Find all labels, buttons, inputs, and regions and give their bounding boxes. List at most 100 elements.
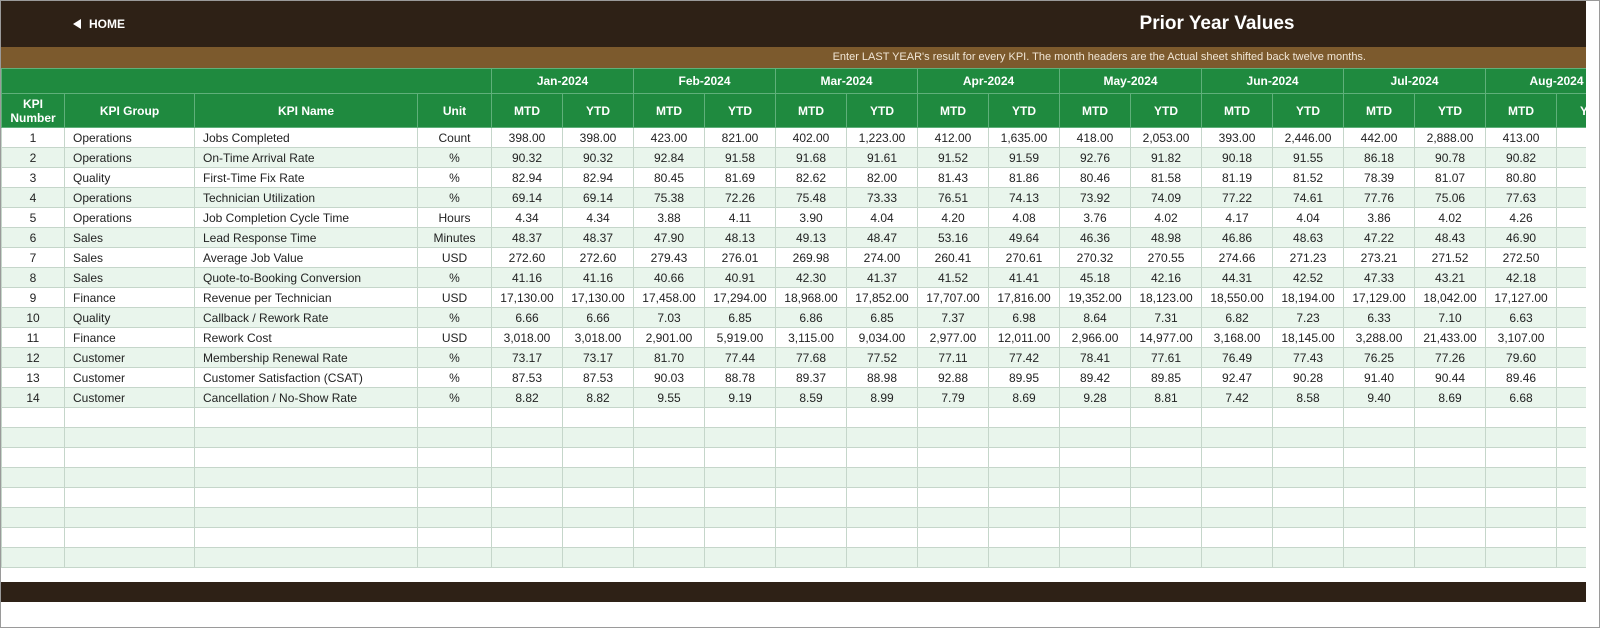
cell: 9: [1, 287, 65, 308]
empty-cell: [1343, 467, 1416, 488]
cell: 40.91: [704, 267, 776, 288]
empty-cell: [704, 487, 776, 508]
cell: 74.09: [1130, 187, 1203, 208]
cell: 1: [1, 127, 65, 148]
cell: Operations: [64, 187, 195, 208]
sub-header: YTD: [1556, 93, 1586, 128]
empty-cell: [417, 447, 492, 468]
empty-cell: [1272, 487, 1345, 508]
cell: 86.18: [1343, 147, 1416, 168]
cell: 73.17: [562, 347, 634, 368]
empty-cell: [633, 507, 705, 528]
cell: 81.19: [1201, 167, 1274, 188]
empty-cell: [1414, 527, 1487, 548]
empty-cell: [64, 427, 195, 448]
cell: 91.40: [1343, 367, 1416, 388]
empty-cell: [1556, 387, 1586, 408]
cell: 4.02: [1130, 207, 1203, 228]
empty-cell: [417, 547, 492, 568]
empty-cell: [1130, 527, 1203, 548]
cell: 3,288.00: [1343, 327, 1416, 348]
cell: 82.94: [562, 167, 634, 188]
cell: 74.61: [1272, 187, 1345, 208]
cell: 8: [1, 267, 65, 288]
cell: 48.37: [562, 227, 634, 248]
empty-cell: [562, 487, 634, 508]
cell: 8.82: [562, 387, 634, 408]
cell: 393.00: [1201, 127, 1274, 148]
cell: 9.19: [704, 387, 776, 408]
empty-cell: [1201, 527, 1274, 548]
cell: 8.64: [1059, 307, 1132, 328]
cell: 47.22: [1343, 227, 1416, 248]
column-header: KPI Number: [1, 93, 65, 128]
empty-cell: [846, 527, 918, 548]
cell: 47.90: [633, 227, 705, 248]
empty-cell: [1201, 547, 1274, 568]
sub-header: MTD: [1201, 93, 1274, 128]
cell: 5,919.00: [704, 327, 776, 348]
cell: Membership Renewal Rate: [194, 347, 418, 368]
cell: 90.78: [1414, 147, 1487, 168]
cell: 41.52: [917, 267, 989, 288]
empty-cell: [633, 467, 705, 488]
cell: 82.94: [491, 167, 563, 188]
empty-cell: [1556, 127, 1586, 148]
month-header: Jun-2024: [1201, 68, 1345, 94]
cell: 80.45: [633, 167, 705, 188]
cell: 6: [1, 227, 65, 248]
home-label[interactable]: HOME: [89, 17, 125, 31]
cell: 2: [1, 147, 65, 168]
cell: First-Time Fix Rate: [194, 167, 418, 188]
sub-header: YTD: [562, 93, 634, 128]
cell: 81.52: [1272, 167, 1345, 188]
cell: 3.76: [1059, 207, 1132, 228]
cell: 75.38: [633, 187, 705, 208]
empty-cell: [987, 547, 1061, 568]
kpi-row: 13 Customer Customer Satisfaction (CSAT)% 8…: [1, 367, 1586, 388]
empty-cell: [1485, 427, 1558, 448]
empty-cell: [417, 467, 492, 488]
cell: 44.31: [1201, 267, 1274, 288]
cell: 1,223.00: [846, 127, 918, 148]
empty-cell: [1272, 547, 1345, 568]
empty-cell: [1556, 447, 1586, 468]
empty-cell: [1, 467, 65, 488]
empty-cell: [1201, 487, 1274, 508]
cell: 6.63: [1485, 307, 1558, 328]
kpi-row: 5 Operations Job Completion Cycle Time Hour…: [1, 207, 1586, 228]
month-header-row: Jan-2024 Feb-2024 Mar-2024 Apr-2024 May-2024…: [1, 68, 1586, 94]
cell: 43.21: [1414, 267, 1487, 288]
empty-cell: [1556, 487, 1586, 508]
cell: 78.39: [1343, 167, 1416, 188]
cell: USD: [417, 247, 492, 268]
cell: 90.28: [1272, 367, 1345, 388]
cell: 18,194.00: [1272, 287, 1345, 308]
cell: 821.00: [704, 127, 776, 148]
empty-cell: [917, 447, 989, 468]
cell: 91.82: [1130, 147, 1203, 168]
empty-cell: [846, 507, 918, 528]
cell: 17,294.00: [704, 287, 776, 308]
cell: 92.84: [633, 147, 705, 168]
cell: Quality: [64, 307, 195, 328]
cell: 77.42: [987, 347, 1061, 368]
cell: 442.00: [1343, 127, 1416, 148]
cell: 7.31: [1130, 307, 1203, 328]
cell: %: [417, 187, 492, 208]
cell: 89.46: [1485, 367, 1558, 388]
empty-cell: [917, 507, 989, 528]
cell: 17,852.00: [846, 287, 918, 308]
empty-cell: [1130, 407, 1203, 428]
cell: 276.01: [704, 247, 776, 268]
cell: 73.33: [846, 187, 918, 208]
cell: 72.26: [704, 187, 776, 208]
sub-header: MTD: [633, 93, 705, 128]
cell: 89.42: [1059, 367, 1132, 388]
empty-cell: [194, 427, 418, 448]
cell: 48.63: [1272, 227, 1345, 248]
empty-cell: [1, 507, 65, 528]
cell: 73.92: [1059, 187, 1132, 208]
home-button[interactable]: HOME: [73, 17, 125, 31]
empty-cell: [64, 507, 195, 528]
